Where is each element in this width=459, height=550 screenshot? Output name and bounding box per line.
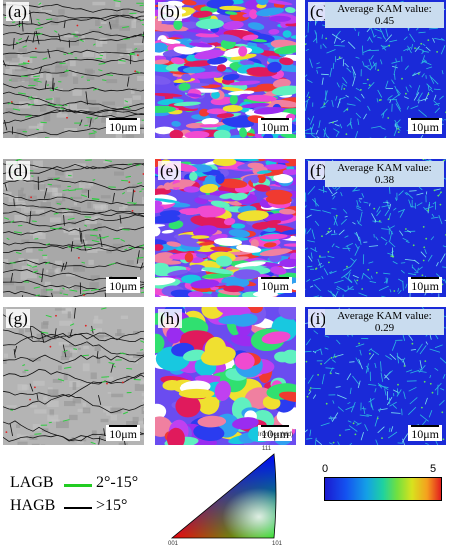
panel-b: (b) 10μm bbox=[155, 0, 296, 138]
scale-bar: 10μm bbox=[106, 277, 140, 293]
scale-bar: 10μm bbox=[258, 277, 292, 293]
panel-label: (a) bbox=[6, 2, 29, 21]
panel-i: (i) Average KAM value: 0.29 10μm bbox=[305, 307, 446, 445]
panel-label: (g) bbox=[6, 309, 30, 328]
colorbar-gradient bbox=[324, 477, 442, 501]
panel-h: (h) 10μm bbox=[155, 307, 296, 445]
colorbar-min-label: 0 bbox=[322, 463, 329, 475]
panel-e: (e) 10μm bbox=[155, 159, 296, 297]
hagb-range: >15° bbox=[96, 497, 128, 514]
scale-bar: 10μm bbox=[258, 118, 292, 134]
panel-label: (f) bbox=[308, 161, 329, 180]
panel-label: (e) bbox=[158, 161, 181, 180]
kam-title: Average KAM value: bbox=[337, 162, 432, 174]
kam-value: 0.29 bbox=[374, 322, 395, 334]
panel-a: (a) 10μm bbox=[3, 0, 144, 138]
iq-map bbox=[3, 0, 144, 138]
scale-bar-label: 10μm bbox=[411, 120, 439, 134]
kam-box: Average KAM value: 0.38 bbox=[325, 161, 444, 187]
panel-label: (h) bbox=[158, 309, 182, 328]
ipf-corner-101: 101 bbox=[272, 541, 283, 547]
scale-bar-label: 10μm bbox=[109, 279, 137, 293]
ipf-title: Iron bcc (old) bbox=[258, 432, 294, 438]
panel-c: (c) Average KAM value: 0.45 10μm bbox=[305, 0, 446, 138]
scale-bar-label: 10μm bbox=[411, 427, 439, 441]
scale-bar: 10μm bbox=[106, 425, 140, 441]
panel-d: (d) 10μm bbox=[3, 159, 144, 297]
kam-title: Average KAM value: bbox=[337, 310, 432, 322]
scale-bar: 10μm bbox=[106, 118, 140, 134]
ipf-corner-111: 111 bbox=[262, 446, 272, 452]
lagb-label: LAGB bbox=[10, 474, 54, 491]
kam-box: Average KAM value: 0.29 bbox=[325, 309, 444, 335]
kam-box: Average KAM value: 0.45 bbox=[325, 2, 444, 28]
lagb-range: 2°-15° bbox=[96, 474, 139, 491]
hagb-label: HAGB bbox=[10, 497, 56, 514]
panel-label: (d) bbox=[6, 161, 30, 180]
scale-bar: 10μm bbox=[408, 425, 442, 441]
panel-f: (f) Average KAM value: 0.38 10μm bbox=[305, 159, 446, 297]
scale-bar-label: 10μm bbox=[109, 427, 137, 441]
scale-bar-label: 10μm bbox=[411, 279, 439, 293]
colorbar-max-label: 5 bbox=[430, 463, 437, 475]
ipf-triangle bbox=[170, 453, 277, 539]
lagb-swatch bbox=[64, 484, 92, 487]
scale-bar-label: 10μm bbox=[261, 120, 289, 134]
ipf-corner-001: 001 bbox=[168, 541, 179, 547]
scale-bar-label: 10μm bbox=[109, 120, 137, 134]
ipf-map bbox=[155, 307, 296, 445]
scale-bar: 10μm bbox=[258, 425, 292, 441]
hagb-swatch bbox=[64, 507, 92, 509]
panel-label: (i) bbox=[308, 309, 329, 328]
ipf-map bbox=[155, 159, 296, 297]
kam-value: 0.38 bbox=[374, 174, 395, 186]
panel-g: (g) 10μm bbox=[3, 307, 144, 445]
iq-map bbox=[3, 307, 144, 445]
panel-label: (b) bbox=[158, 2, 182, 21]
scale-bar-label: 10μm bbox=[261, 427, 289, 441]
scale-bar-label: 10μm bbox=[261, 279, 289, 293]
scale-bar: 10μm bbox=[408, 118, 442, 134]
kam-value: 0.45 bbox=[374, 15, 395, 27]
kam-title: Average KAM value: bbox=[337, 3, 432, 15]
scale-bar: 10μm bbox=[408, 277, 442, 293]
